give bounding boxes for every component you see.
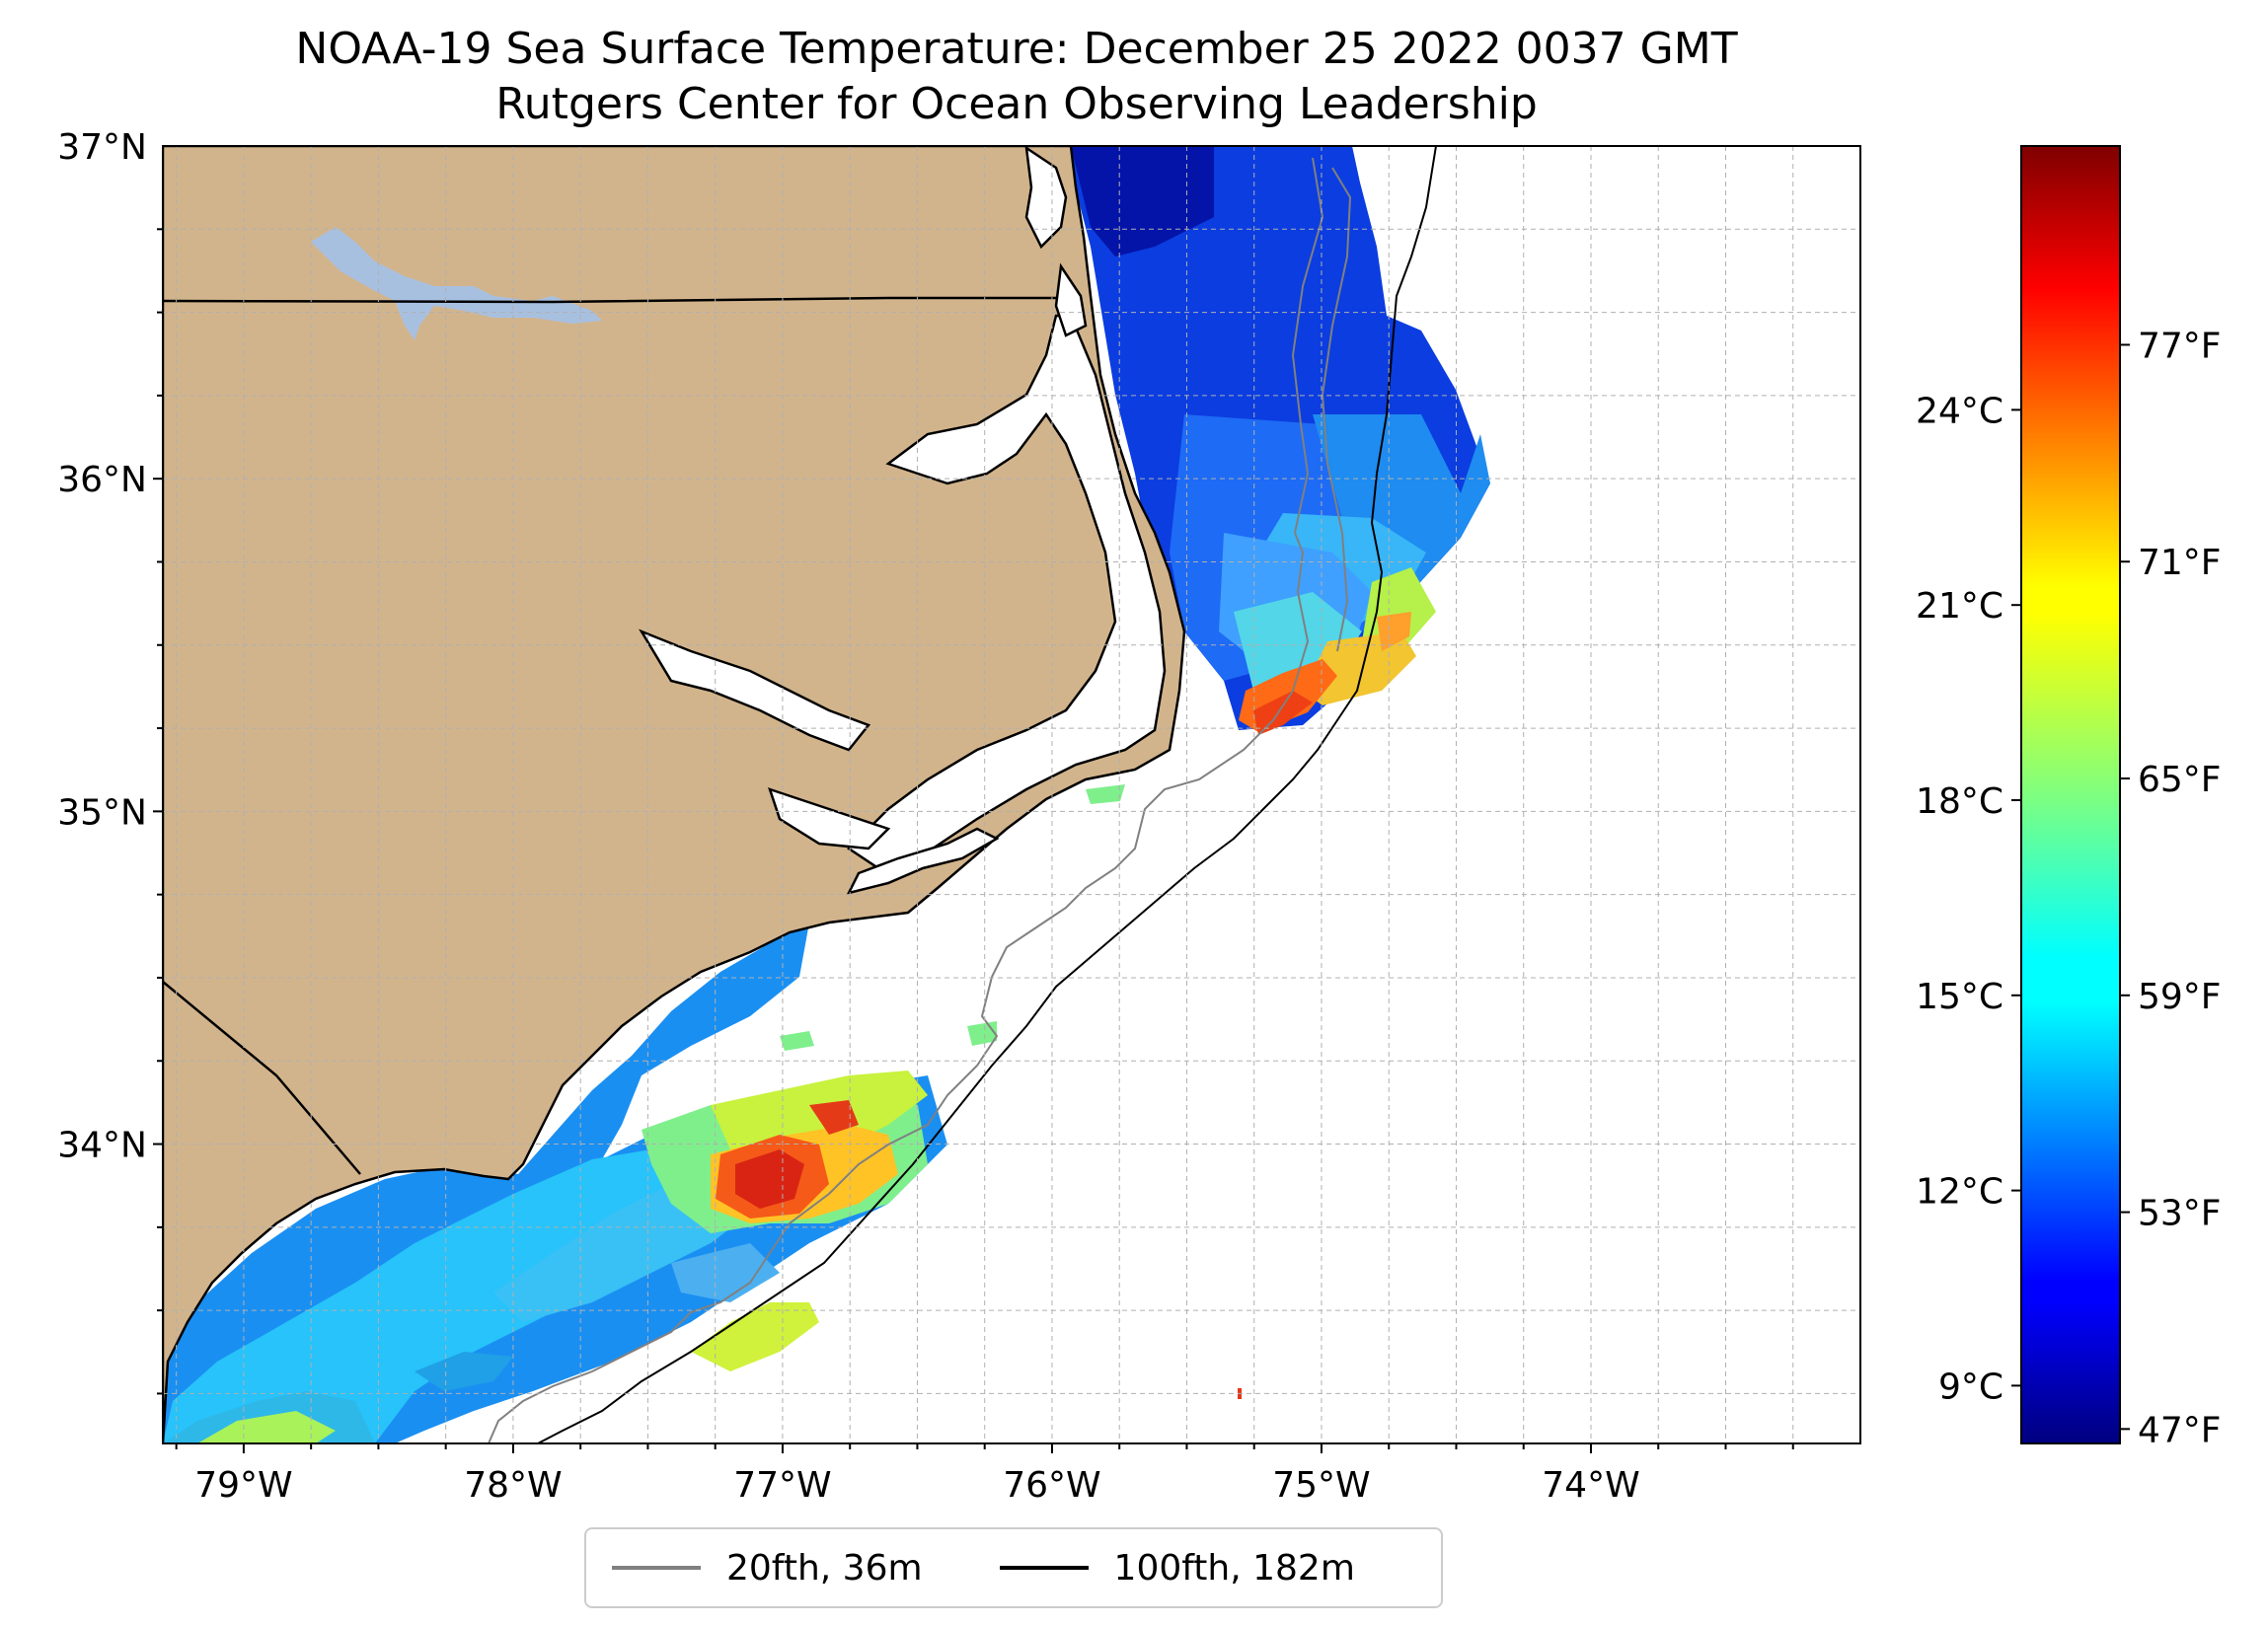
sst-field bbox=[163, 146, 1490, 1443]
map-frame bbox=[162, 145, 1861, 1444]
colorbar bbox=[2020, 145, 2121, 1444]
x-tick-label: 79°W bbox=[194, 1465, 292, 1506]
legend: 20fth, 36m 100fth, 182m bbox=[584, 1527, 1443, 1608]
x-tick-label: 78°W bbox=[464, 1465, 562, 1506]
colorbar-f-label: 71°F bbox=[2138, 543, 2222, 583]
map-axis-ticks: 79°W 78°W 77°W 76°W 75°W 74°W 37°N 36°N 35°N 34°N bbox=[57, 127, 1794, 1506]
colorbar-f-label: 47°F bbox=[2138, 1410, 2222, 1450]
colorbar-c-label: 15°C bbox=[1916, 977, 2003, 1017]
x-tick-label: 77°W bbox=[733, 1465, 831, 1506]
colorbar-c-label: 9°C bbox=[1938, 1367, 2003, 1407]
legend-line-100fth bbox=[999, 1566, 1089, 1570]
y-tick-label: 35°N bbox=[57, 792, 147, 833]
colorbar-c-label: 24°C bbox=[1916, 391, 2003, 431]
y-tick-label: 37°N bbox=[57, 127, 147, 168]
state-borders bbox=[163, 296, 1056, 1175]
legend-item-100fth: 100fth, 182m bbox=[999, 1547, 1355, 1589]
isobath-20fth bbox=[488, 157, 1352, 1443]
legend-label-20fth: 20fth, 36m bbox=[726, 1547, 923, 1589]
colorbar-ticks: 47°F 53°F 59°F 65°F 71°F 77°F 9°C 12°C 15°C 18°C 2… bbox=[1916, 326, 2221, 1450]
colorbar-c-label: 21°C bbox=[1916, 586, 2003, 627]
x-tick-label: 75°W bbox=[1272, 1465, 1370, 1506]
map-subtitle: Rutgers Center for Ocean Observing Leade… bbox=[495, 79, 1538, 129]
y-tick-label: 36°N bbox=[57, 460, 147, 500]
sounds bbox=[639, 146, 1167, 895]
x-tick-label: 74°W bbox=[1542, 1465, 1639, 1506]
y-tick-label: 34°N bbox=[57, 1126, 147, 1166]
colorbar-f-label: 53°F bbox=[2138, 1194, 2222, 1234]
colorbar-c-label: 18°C bbox=[1916, 781, 2003, 822]
colorbar-f-label: 65°F bbox=[2138, 760, 2222, 800]
colorbar-c-label: 12°C bbox=[1916, 1172, 2003, 1213]
map-title: NOAA-19 Sea Surface Temperature: Decembe… bbox=[295, 24, 1738, 74]
legend-label-100fth: 100fth, 182m bbox=[1113, 1547, 1355, 1589]
legend-line-20fth bbox=[612, 1566, 701, 1570]
colorbar-f-label: 77°F bbox=[2138, 326, 2222, 366]
graticule bbox=[163, 146, 1860, 1443]
x-tick-label: 76°W bbox=[1003, 1465, 1100, 1506]
colorbar-f-label: 59°F bbox=[2138, 977, 2222, 1017]
isobath-100fth bbox=[537, 146, 1437, 1443]
legend-item-20fth: 20fth, 36m bbox=[612, 1548, 923, 1589]
